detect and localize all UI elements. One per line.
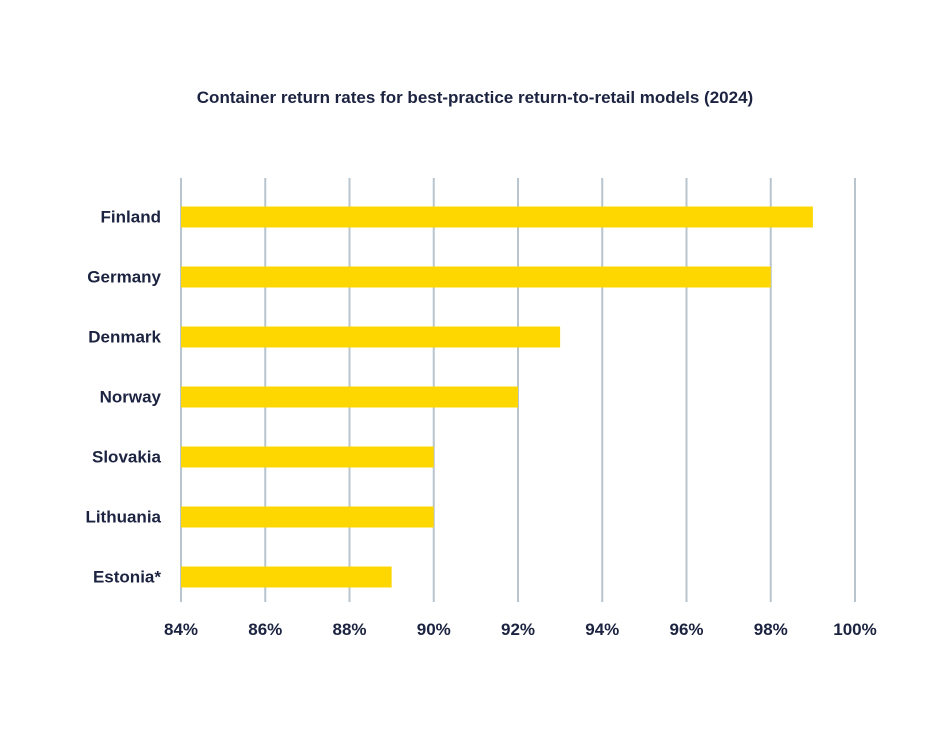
bar-lithuania: [181, 506, 434, 528]
category-label: Denmark: [88, 328, 161, 347]
x-tick-label: 90%: [417, 620, 451, 639]
category-label: Estonia*: [93, 568, 161, 587]
category-label: Finland: [101, 208, 161, 227]
category-labels: Finland Germany Denmark Norway Slovakia Lithu…: [85, 208, 161, 587]
category-label: Norway: [100, 388, 162, 407]
category-label: Lithuania: [85, 508, 161, 527]
x-tick-label: 100%: [833, 620, 876, 639]
x-axis-tick-labels: 84% 86% 88% 90% 92% 94% 96% 98% 100%: [164, 620, 877, 639]
x-tick-label: 86%: [248, 620, 282, 639]
category-label: Slovakia: [92, 448, 162, 467]
bar-layer: [181, 206, 813, 588]
x-tick-label: 84%: [164, 620, 198, 639]
x-tick-label: 94%: [585, 620, 619, 639]
x-tick-label: 88%: [332, 620, 366, 639]
bar-norway: [181, 386, 518, 408]
x-tick-label: 92%: [501, 620, 535, 639]
chart-title: Container return rates for best-practice…: [196, 88, 754, 107]
bar-slovakia: [181, 446, 434, 468]
x-tick-label: 96%: [669, 620, 703, 639]
bar-germany: [181, 266, 771, 288]
x-tick-label: 98%: [754, 620, 788, 639]
bar-denmark: [181, 326, 561, 348]
bar-finland: [181, 206, 813, 228]
bar-estonia: [181, 566, 392, 588]
category-label: Germany: [87, 268, 161, 287]
